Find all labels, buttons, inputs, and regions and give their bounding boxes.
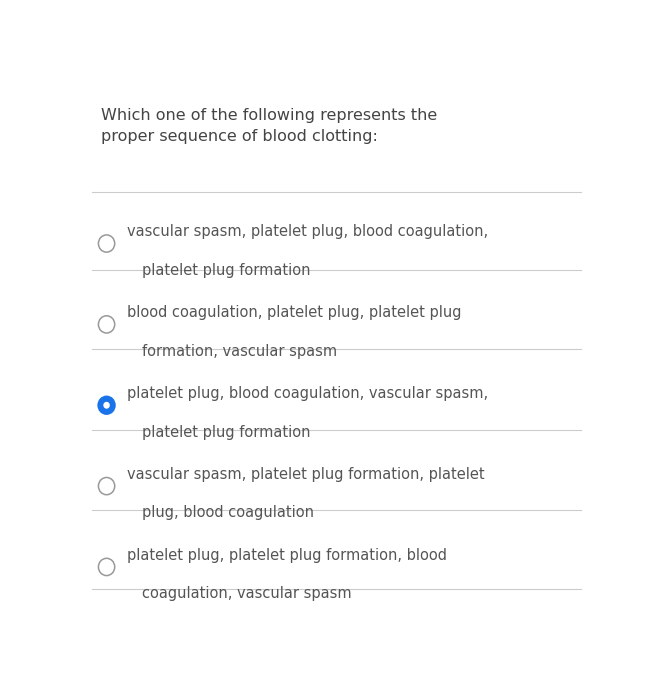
Circle shape	[99, 559, 115, 575]
Text: platelet plug, platelet plug formation, blood: platelet plug, platelet plug formation, …	[127, 547, 447, 563]
Circle shape	[99, 477, 115, 495]
Text: platelet plug formation: platelet plug formation	[142, 263, 311, 278]
Circle shape	[103, 402, 110, 409]
Circle shape	[99, 235, 115, 252]
Text: Which one of the following represents the
proper sequence of blood clotting:: Which one of the following represents th…	[101, 108, 438, 144]
Text: plug, blood coagulation: plug, blood coagulation	[142, 505, 314, 521]
Text: vascular spasm, platelet plug formation, platelet: vascular spasm, platelet plug formation,…	[127, 467, 485, 482]
Circle shape	[99, 397, 115, 414]
Text: platelet plug formation: platelet plug formation	[142, 425, 311, 440]
Text: blood coagulation, platelet plug, platelet plug: blood coagulation, platelet plug, platel…	[127, 305, 461, 320]
Text: platelet plug, blood coagulation, vascular spasm,: platelet plug, blood coagulation, vascul…	[127, 386, 488, 401]
Circle shape	[99, 316, 115, 333]
Text: coagulation, vascular spasm: coagulation, vascular spasm	[142, 587, 352, 601]
Text: formation, vascular spasm: formation, vascular spasm	[142, 344, 337, 359]
Text: vascular spasm, platelet plug, blood coagulation,: vascular spasm, platelet plug, blood coa…	[127, 224, 488, 239]
